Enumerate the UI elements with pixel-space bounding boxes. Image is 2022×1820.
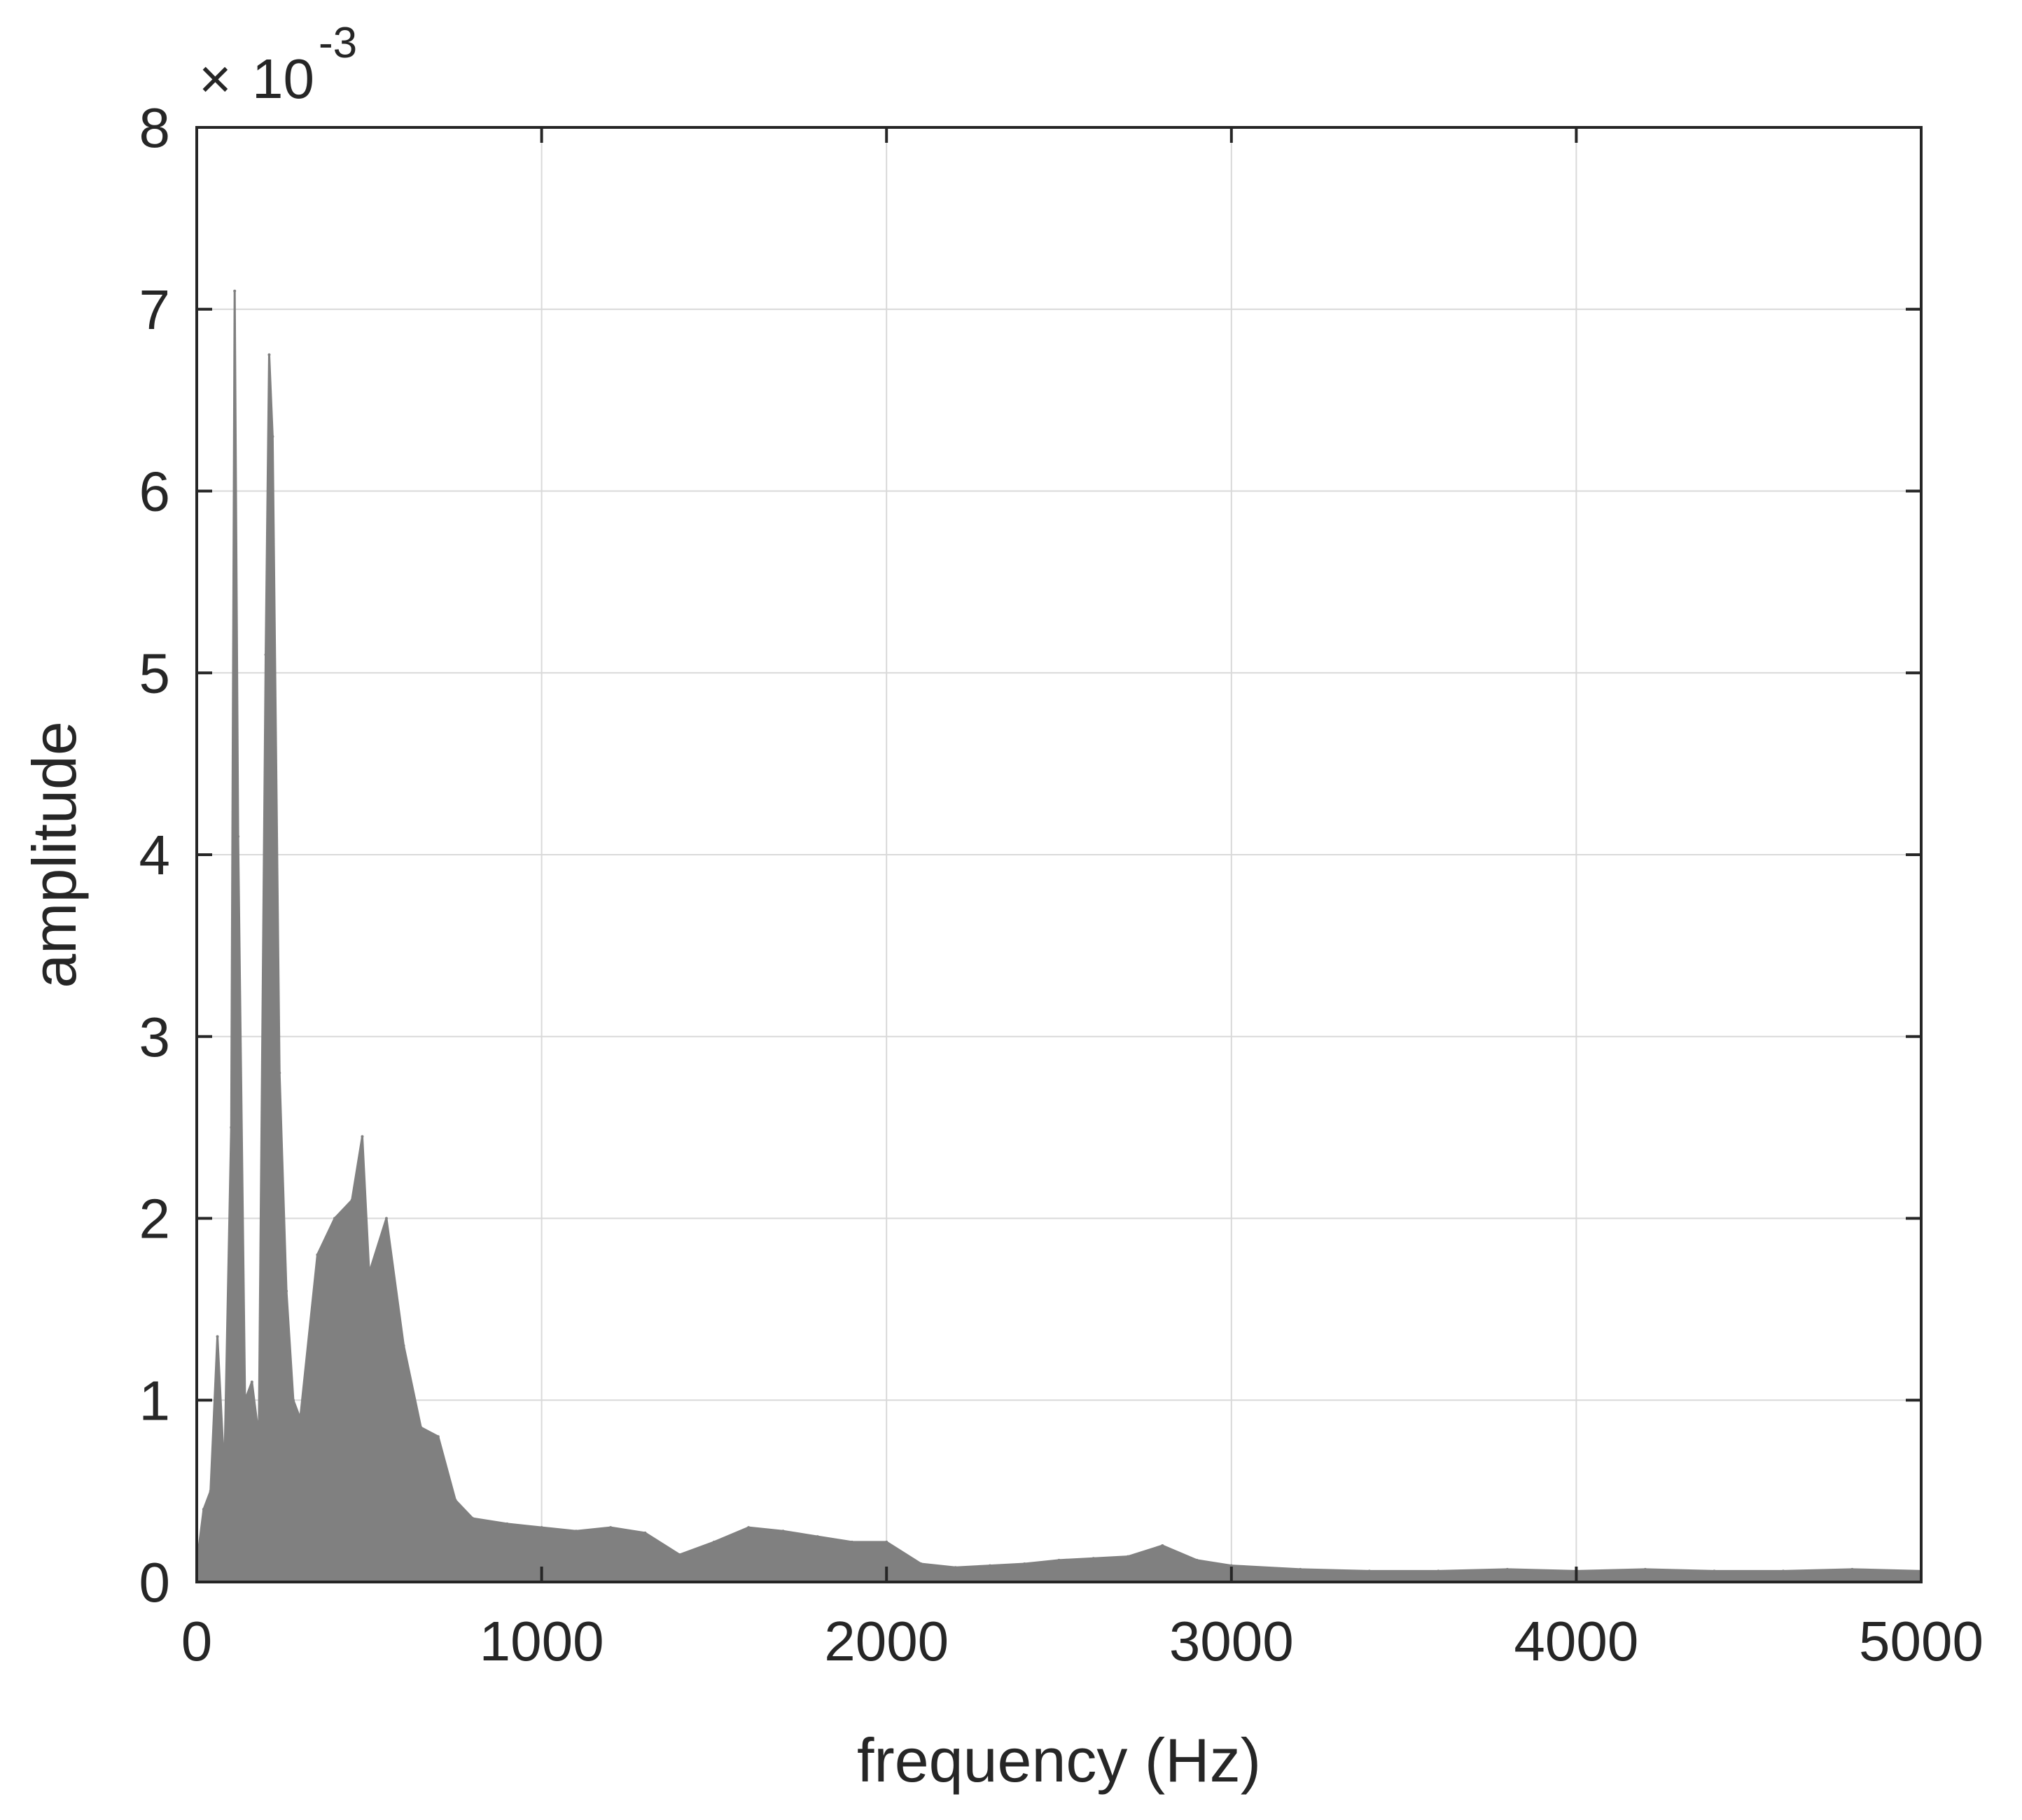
spectrum-point: [267, 353, 271, 356]
spectrum-point: [1127, 1555, 1130, 1558]
spectrum-point: [540, 1526, 543, 1530]
spectrum-point: [216, 1335, 219, 1338]
spectrum-point: [402, 1344, 405, 1348]
spectrum-point: [436, 1435, 440, 1438]
x-tick-label: 2000: [824, 1610, 949, 1672]
x-tick-label: 4000: [1514, 1610, 1638, 1672]
spectrum-point: [230, 1126, 233, 1129]
spectrum-point: [243, 1399, 246, 1402]
x-tick-label: 0: [181, 1610, 213, 1672]
x-tick-label: 1000: [480, 1610, 604, 1672]
spectrum-point: [988, 1564, 991, 1567]
spectrum-point: [919, 1562, 923, 1566]
exponent-times: ×: [199, 48, 232, 110]
y-tick-label: 8: [139, 97, 171, 159]
plot-area: [195, 289, 1923, 1583]
spectrum-point: [1229, 1564, 1233, 1567]
spectrum-point: [1057, 1558, 1061, 1562]
spectrum-point: [384, 1217, 388, 1220]
spectrum-point: [209, 1490, 212, 1493]
spectrum-point: [712, 1540, 716, 1544]
spectrum-point: [781, 1530, 785, 1533]
y-gridlines: [197, 308, 1921, 1401]
spectrum-point: [1299, 1567, 1302, 1571]
y-axis-label: amplitude: [20, 721, 89, 988]
spectrum-point: [885, 1540, 888, 1544]
y-tick-label: 5: [139, 642, 171, 704]
exponent-base: 10: [252, 48, 314, 110]
y-tick-label: 6: [139, 461, 171, 523]
spectrum-point: [471, 1517, 475, 1520]
spectrum-point: [1781, 1569, 1785, 1573]
spectrum-point: [1195, 1558, 1199, 1562]
y-tick-label: 2: [139, 1188, 171, 1250]
spectrum-point: [454, 1499, 457, 1502]
x-axis-ticks: [195, 127, 1923, 1582]
spectrum-point: [850, 1540, 853, 1544]
spectrum-point: [285, 1289, 288, 1293]
spectrum-point: [574, 1530, 578, 1533]
y-tick-label: 7: [139, 279, 171, 341]
spectrum-point: [678, 1553, 681, 1557]
spectrum-point: [1367, 1569, 1371, 1573]
exponent-power: -3: [319, 19, 357, 67]
spectrum-point: [361, 1135, 364, 1138]
spectrum-point: [1850, 1567, 1854, 1571]
spectrum-point: [271, 435, 274, 438]
spectrum-point: [368, 1271, 371, 1275]
spectrum-point: [316, 1253, 319, 1256]
spectrum-point: [1023, 1562, 1026, 1566]
spectrum-point: [233, 289, 237, 293]
x-axis-label: frequency (Hz): [857, 1726, 1261, 1795]
x-tick-label: 3000: [1169, 1610, 1294, 1672]
y-tick-label: 0: [139, 1551, 171, 1614]
y-tick-label: 4: [139, 824, 171, 886]
spectrum-point: [333, 1217, 337, 1220]
y-exponent-label: × 10 -3: [199, 19, 357, 110]
spectrum-point: [257, 1435, 260, 1438]
x-tick-label: 5000: [1859, 1610, 1983, 1672]
y-tick-label: 3: [139, 1006, 171, 1068]
spectrum-point: [298, 1417, 302, 1420]
spectrum-point: [1505, 1567, 1509, 1571]
spectrum-point: [237, 835, 240, 839]
spectrum-point: [609, 1526, 613, 1530]
spectrum-point: [1437, 1569, 1440, 1573]
spectrum-point: [1643, 1567, 1647, 1571]
spectrum-series-line: [195, 290, 1923, 1583]
spectrum-point: [816, 1535, 819, 1539]
spectrum-point: [643, 1531, 647, 1534]
spectrum-point: [350, 1198, 354, 1202]
y-tick-label: 1: [139, 1369, 171, 1432]
y-tick-labels: 0 1 2 3 4 5 6 7 8: [139, 97, 171, 1614]
spectrum-point: [202, 1508, 205, 1511]
y-axis-ticks: [197, 126, 1921, 1583]
spectrum-point: [264, 653, 267, 657]
spectrum-point: [291, 1399, 295, 1402]
spectrum-point: [278, 1071, 281, 1074]
spectrum-point: [250, 1380, 253, 1384]
spectrum-point: [1713, 1569, 1716, 1573]
spectrum-point: [954, 1566, 957, 1569]
spectrum-point: [506, 1522, 509, 1525]
spectrum-point: [1092, 1557, 1095, 1560]
spectrum-point: [1161, 1544, 1164, 1548]
spectrum-point: [223, 1471, 226, 1475]
x-tick-labels: 0 1000 2000 3000 4000 5000: [181, 1610, 1983, 1672]
spectrum-point: [747, 1526, 751, 1530]
spectrum-point: [419, 1426, 423, 1429]
